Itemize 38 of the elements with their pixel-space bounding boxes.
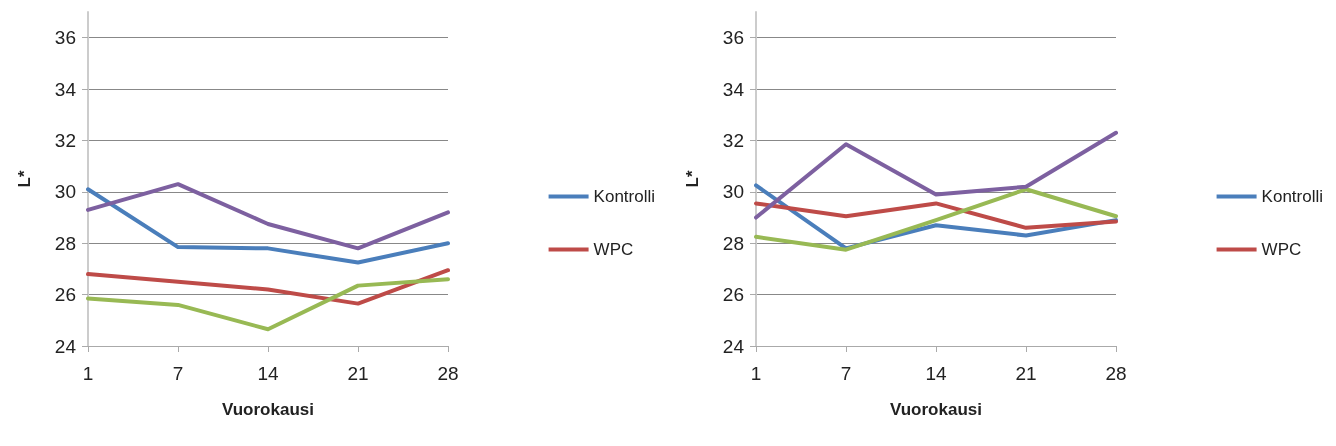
y-tick-label: 24 (722, 335, 745, 357)
y-tick-label: 24 (54, 335, 77, 357)
x-tick-label: 14 (257, 363, 279, 384)
y-axis-title: L* (15, 170, 34, 188)
x-tick-label: 28 (437, 363, 459, 384)
legend-label: WPC (593, 240, 634, 259)
line-series (754, 130, 1118, 220)
x-axis-title: Vuorokausi (222, 400, 314, 419)
x-tick-label: 7 (840, 363, 852, 384)
x-tick-label: 1 (82, 363, 94, 384)
y-tick-label: 26 (54, 284, 76, 306)
legend-label: WPC (1261, 240, 1302, 259)
y-tick-label: 30 (722, 181, 744, 203)
line-series (86, 182, 450, 251)
x-tick-label: 21 (347, 363, 369, 384)
legend-label: Kontrolli (593, 187, 655, 206)
y-tick-label: 34 (54, 78, 77, 100)
y-tick-label: 28 (54, 232, 76, 254)
x-tick-label: 21 (1015, 363, 1037, 384)
x-axis-title: Vuorokausi (890, 400, 982, 419)
x-tick-label: 1 (750, 363, 762, 384)
y-tick-label: 32 (54, 129, 76, 151)
y-tick-label: 28 (722, 232, 744, 254)
y-tick-label: 32 (722, 129, 744, 151)
y-tick-label: 26 (722, 284, 744, 306)
y-tick-label: 36 (722, 27, 744, 49)
x-tick-label: 14 (925, 363, 947, 384)
y-tick-label: 30 (54, 181, 76, 203)
y-tick-label: 36 (54, 27, 76, 49)
line-series (86, 277, 450, 332)
line-series (86, 187, 450, 265)
legend-label: Kontrolli (1261, 187, 1323, 206)
y-axis-title: L* (683, 170, 702, 188)
line-series (86, 268, 450, 306)
y-tick-label: 34 (722, 78, 745, 100)
x-tick-label: 28 (1105, 363, 1127, 384)
x-tick-label: 7 (172, 363, 184, 384)
line-series (754, 201, 1118, 230)
